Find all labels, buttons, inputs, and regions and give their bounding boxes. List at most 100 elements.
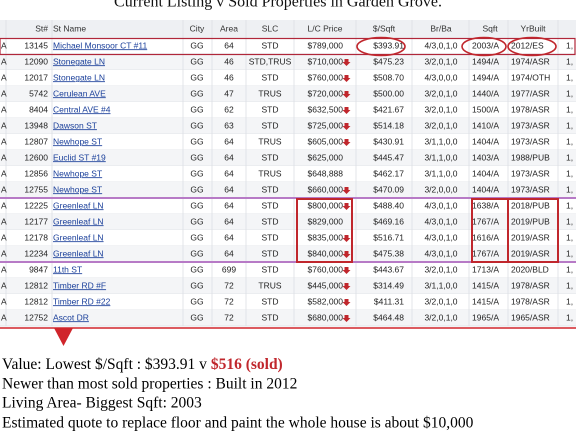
- table-cell: TRUS: [258, 168, 281, 178]
- note-text: Value: Lowest $/Sqft : $393.91 v: [2, 356, 211, 373]
- table-cell: GG: [190, 72, 203, 82]
- table-cell: 47: [224, 88, 234, 98]
- table-cell: 1404/A: [472, 136, 499, 146]
- table-cell: 1,: [566, 216, 573, 226]
- pointer-triangle: [54, 328, 73, 346]
- column-header: City: [190, 23, 205, 33]
- subject-row-outline: [0, 37, 576, 56]
- note: Value: Lowest $/Sqft : $393.91 v $516 (s…: [2, 356, 283, 373]
- table-cell: $710,000: [308, 56, 344, 66]
- column-header: SLC: [262, 23, 279, 33]
- table-cell: 3/1,1,0,0: [424, 280, 457, 290]
- table-cell: $725,000: [308, 120, 344, 130]
- table-cell: 1713/A: [472, 264, 499, 274]
- table-cell: 64: [224, 136, 234, 146]
- column-header: St#: [35, 23, 48, 33]
- table-cell: 4/3,0,1,0: [424, 216, 457, 226]
- street-link: Central AVE #4: [53, 104, 111, 114]
- street-link: Dawson ST: [53, 120, 97, 130]
- note-highlight: $516 (sold): [211, 356, 283, 373]
- table-cell: A: [1, 136, 7, 146]
- table-cell: 9847: [29, 264, 48, 274]
- table-cell: A: [1, 312, 7, 322]
- table-cell: 64: [224, 248, 234, 258]
- table-cell: 2019/PUB: [511, 216, 550, 226]
- circle-highlight: [507, 36, 557, 57]
- table-cell: 12755: [24, 184, 48, 194]
- table-cell: 2019/ASR: [511, 232, 550, 242]
- table-cell: 4/3,0,1,0: [424, 200, 457, 210]
- row-background: [0, 86, 576, 102]
- table-cell: $445.47: [373, 152, 404, 162]
- table-cell: STD: [262, 72, 279, 82]
- annotations: [0, 36, 576, 346]
- table-cell: GG: [190, 56, 203, 66]
- table-cell: 1,: [566, 296, 573, 306]
- table-cell: GG: [190, 264, 203, 274]
- price-drop-icon: [342, 203, 351, 210]
- table-cell: $680,000: [308, 312, 344, 322]
- price-drop-icon: [342, 315, 351, 322]
- table-cell: GG: [190, 280, 203, 290]
- table-cell: 1494/A: [472, 72, 499, 82]
- street-link: Greenleaf LN: [53, 200, 104, 210]
- table-cell: 699: [222, 264, 236, 274]
- table-cell: 46: [224, 72, 234, 82]
- table-cell: GG: [190, 200, 203, 210]
- table-cell: 4/3,0,1,0: [424, 248, 457, 258]
- slide-title: Current Listing v Sold Properties in Gar…: [114, 0, 442, 11]
- box-highlight: [296, 198, 353, 263]
- table-cell: 1965/A: [472, 312, 499, 322]
- table-cell: A: [1, 56, 7, 66]
- price-drop-icon: [342, 235, 351, 242]
- table-cell: $430.91: [373, 136, 404, 146]
- table-cell: 1973/ASR: [511, 168, 550, 178]
- table-cell: $625,000: [308, 152, 344, 162]
- table-cell: STD: [262, 248, 279, 258]
- circle-highlight: [461, 36, 507, 57]
- street-link: Greenleaf LN: [53, 216, 104, 226]
- table-cell: 1616/A: [472, 232, 499, 242]
- table-cell: 1,: [566, 88, 573, 98]
- table-cell: 13145: [24, 40, 48, 50]
- column-header: St Name: [53, 23, 86, 33]
- table-cell: 3/1,1,0,0: [424, 168, 457, 178]
- street-link: Euclid ST #19: [53, 152, 106, 162]
- table-cell: $462.17: [373, 168, 404, 178]
- table-cell: 1973/ASR: [511, 136, 550, 146]
- table-cell: A: [1, 152, 7, 162]
- table-cell: 12177: [24, 216, 48, 226]
- row-background: [0, 262, 576, 278]
- table-cell: 2020/BLD: [511, 264, 549, 274]
- table-cell: $314.49: [373, 280, 404, 290]
- row-background: [0, 214, 576, 230]
- table-cell: STD: [262, 120, 279, 130]
- table-cell: $469.16: [373, 216, 404, 226]
- table-cell: 1638/A: [472, 200, 499, 210]
- street-link: Newhope ST: [53, 136, 102, 146]
- table-cell: STD: [262, 296, 279, 306]
- table-cell: 72: [224, 296, 234, 306]
- table-cell: 12225: [24, 200, 48, 210]
- table-cell: 3/1,1,0,0: [424, 136, 457, 146]
- table-cell: GG: [190, 184, 203, 194]
- table-cell: $760,000: [308, 264, 344, 274]
- table-cell: $660,000: [308, 184, 344, 194]
- table-cell: 1974/ASR: [511, 56, 550, 66]
- circle-highlight: [356, 36, 406, 57]
- table-cell: $835,000: [308, 232, 344, 242]
- table-cell: 1,: [566, 280, 573, 290]
- table-cell: A: [1, 88, 7, 98]
- table-cell: $829,000: [308, 216, 344, 226]
- price-drop-icon: [342, 107, 351, 114]
- column-header: Br/Ba: [430, 23, 452, 33]
- table-cell: 1978/ASR: [511, 280, 550, 290]
- table-cell: GG: [190, 296, 203, 306]
- row-background: [0, 230, 576, 246]
- table-cell: A: [1, 104, 7, 114]
- table-cell: 1415/A: [472, 280, 499, 290]
- table-cell: $475.23: [373, 56, 404, 66]
- table-cell: GG: [190, 312, 203, 322]
- price-drop-icon: [342, 75, 351, 82]
